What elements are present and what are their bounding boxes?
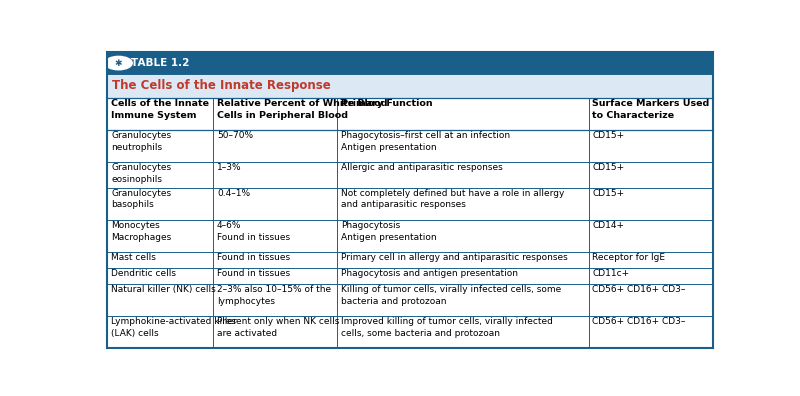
Bar xyxy=(107,284,713,316)
Text: Receptor for IgE: Receptor for IgE xyxy=(592,253,666,262)
Text: Present only when NK cells
are activated: Present only when NK cells are activated xyxy=(217,317,339,338)
Text: 0.4–1%: 0.4–1% xyxy=(217,189,250,198)
Bar xyxy=(107,220,713,252)
Bar xyxy=(107,130,713,162)
Text: CD15+: CD15+ xyxy=(592,131,624,140)
Bar xyxy=(107,252,713,268)
Text: 50–70%: 50–70% xyxy=(217,131,253,140)
Text: CD11c+: CD11c+ xyxy=(592,269,630,278)
Bar xyxy=(107,316,713,348)
Text: Mast cells: Mast cells xyxy=(111,253,156,262)
Text: Relative Percent of White Blood
Cells in Peripheral Blood: Relative Percent of White Blood Cells in… xyxy=(217,99,387,120)
Text: ✱: ✱ xyxy=(115,59,122,68)
Text: 2–3% also 10–15% of the
lymphocytes: 2–3% also 10–15% of the lymphocytes xyxy=(217,285,331,306)
Text: Found in tissues: Found in tissues xyxy=(217,253,290,262)
Text: Natural killer (NK) cells: Natural killer (NK) cells xyxy=(111,285,216,294)
Text: CD56+ CD16+ CD3–: CD56+ CD16+ CD3– xyxy=(592,317,686,326)
Text: Not completely defined but have a role in allergy
and antiparasitic responses: Not completely defined but have a role i… xyxy=(341,189,565,209)
Text: CD56+ CD16+ CD3–: CD56+ CD16+ CD3– xyxy=(592,285,686,294)
Text: Found in tissues: Found in tissues xyxy=(217,269,290,278)
Text: The Cells of the Innate Response: The Cells of the Innate Response xyxy=(112,80,331,92)
Bar xyxy=(107,98,713,130)
Bar xyxy=(107,52,713,74)
Bar xyxy=(107,188,713,220)
Bar xyxy=(107,74,713,98)
Text: 1–3%: 1–3% xyxy=(217,164,242,172)
Text: 4–6%
Found in tissues: 4–6% Found in tissues xyxy=(217,221,290,242)
Text: Phagocytosis and antigen presentation: Phagocytosis and antigen presentation xyxy=(341,269,518,278)
Text: Dendritic cells: Dendritic cells xyxy=(111,269,176,278)
Circle shape xyxy=(105,56,132,70)
Text: Cells of the Innate
Immune System: Cells of the Innate Immune System xyxy=(111,99,209,120)
Text: Primary cell in allergy and antiparasitic responses: Primary cell in allergy and antiparasiti… xyxy=(341,253,568,262)
Text: Killing of tumor cells, virally infected cells, some
bacteria and protozoan: Killing of tumor cells, virally infected… xyxy=(341,285,562,306)
Text: Granulocytes
basophils: Granulocytes basophils xyxy=(111,189,171,209)
Text: Primary Function: Primary Function xyxy=(341,99,433,108)
Text: TABLE 1.2: TABLE 1.2 xyxy=(131,58,190,68)
Text: Lymphokine-activated killer
(LAK) cells: Lymphokine-activated killer (LAK) cells xyxy=(111,317,237,338)
Bar xyxy=(107,162,713,188)
Text: Phagocytosis
Antigen presentation: Phagocytosis Antigen presentation xyxy=(341,221,437,242)
Bar xyxy=(107,268,713,284)
Text: CD15+: CD15+ xyxy=(592,189,624,198)
Text: Phagocytosis–first cell at an infection
Antigen presentation: Phagocytosis–first cell at an infection … xyxy=(341,131,510,152)
Text: Monocytes
Macrophages: Monocytes Macrophages xyxy=(111,221,171,242)
Text: Granulocytes
neutrophils: Granulocytes neutrophils xyxy=(111,131,171,152)
Text: CD15+: CD15+ xyxy=(592,164,624,172)
Text: CD14+: CD14+ xyxy=(592,221,624,230)
Text: Improved killing of tumor cells, virally infected
cells, some bacteria and proto: Improved killing of tumor cells, virally… xyxy=(341,317,553,338)
Text: Allergic and antiparasitic responses: Allergic and antiparasitic responses xyxy=(341,164,503,172)
Text: Granulocytes
eosinophils: Granulocytes eosinophils xyxy=(111,164,171,184)
Text: Surface Markers Used
to Characterize: Surface Markers Used to Characterize xyxy=(592,99,710,120)
